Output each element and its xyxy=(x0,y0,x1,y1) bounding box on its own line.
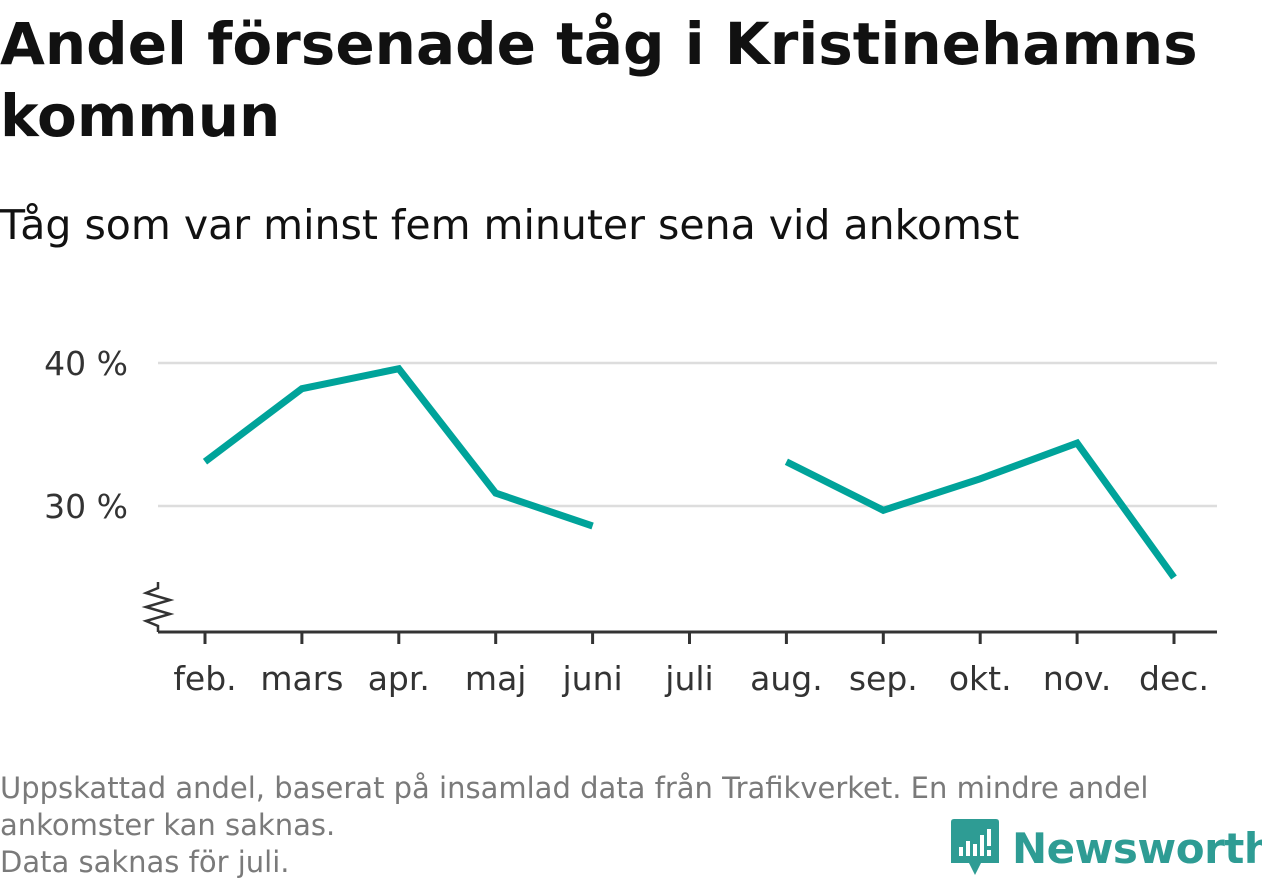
x-tick-label: okt. xyxy=(949,659,1012,698)
newsworthy-logo-icon xyxy=(951,819,999,875)
x-tick-label: dec. xyxy=(1139,659,1209,698)
brand-name: Newsworthy xyxy=(1012,823,1262,873)
chart-footnote: Uppskattad andel, baserat på insamlad da… xyxy=(0,770,1250,881)
brand-logo: Newsworthy xyxy=(950,816,1262,880)
x-tick-label: aug. xyxy=(750,659,823,698)
x-tick-label: maj xyxy=(465,659,527,698)
x-tick-label: sep. xyxy=(849,659,918,698)
series-line-segment-1 xyxy=(202,364,594,530)
x-tick-label: nov. xyxy=(1043,659,1112,698)
axes xyxy=(141,582,1217,644)
footnote-line-1: Uppskattad andel, baserat på insamlad da… xyxy=(0,771,1149,805)
gridlines xyxy=(158,361,1217,508)
tick-labels: 30 % 40 % feb. mars apr. maj juni juli aug. sep. o… xyxy=(44,344,1209,698)
x-tick-label: apr. xyxy=(368,659,430,698)
y-tick-label: 40 % xyxy=(44,344,128,383)
x-tick-label: juli xyxy=(664,659,713,698)
x-tick-label: juni xyxy=(562,659,623,698)
footnote-line-3: Data saknas för juli. xyxy=(0,845,290,879)
x-tick-label: mars xyxy=(260,659,343,698)
series-line-segment-2 xyxy=(784,438,1177,580)
y-axis-break xyxy=(141,582,175,632)
y-tick-label: 30 % xyxy=(44,487,128,526)
footnote-line-2: ankomster kan saknas. xyxy=(0,808,336,842)
x-tick-label: feb. xyxy=(173,659,236,698)
series-lines xyxy=(202,364,1177,580)
chart-title: Andel försenade tåg i Kristinehamns komm… xyxy=(0,10,1198,150)
chart-subtitle: Tåg som var minst fem minuter sena vid a… xyxy=(0,201,1020,249)
line-chart: 30 % 40 % feb. mars apr. maj juni juli aug. sep. o… xyxy=(44,344,1217,698)
